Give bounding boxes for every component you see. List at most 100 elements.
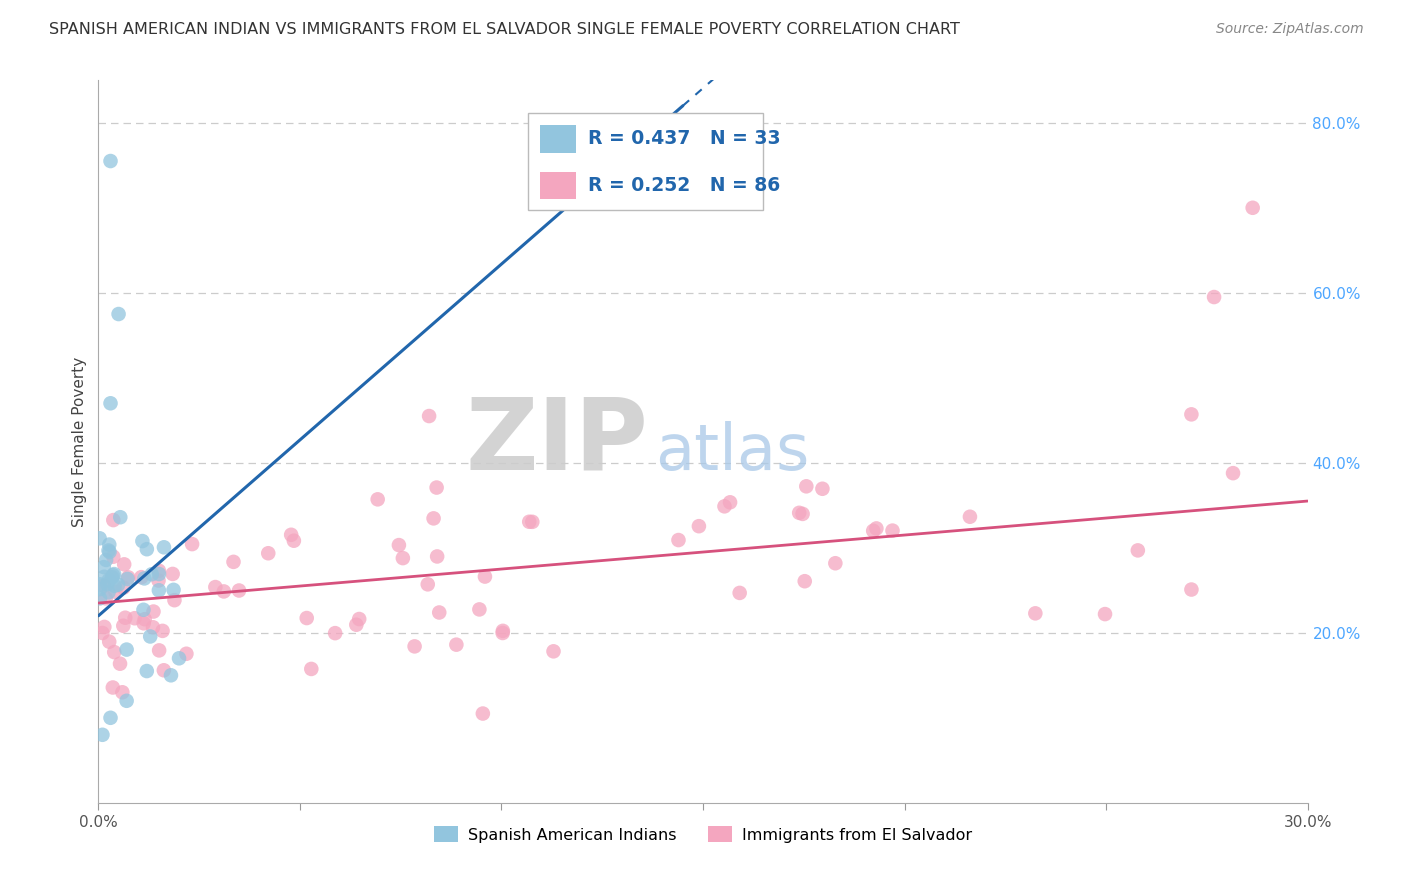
Immigrants from El Salvador [94,591,117,606]
Immigrants from El Salvador [668,533,690,547]
Spanish American Indians [96,577,118,591]
Immigrants from El Salvador [688,519,710,533]
Immigrants from El Salvador [228,583,250,598]
Immigrants from El Salvador [713,500,735,514]
Immigrants from El Salvador [426,481,449,495]
FancyBboxPatch shape [540,125,576,153]
Immigrants from El Salvador [426,549,449,564]
Immigrants from El Salvador [1094,607,1116,621]
Immigrants from El Salvador [108,657,131,671]
Immigrants from El Salvador [422,511,444,525]
Immigrants from El Salvador [404,640,426,654]
Immigrants from El Salvador [474,569,496,583]
Immigrants from El Salvador [492,626,515,640]
Y-axis label: Single Female Poverty: Single Female Poverty [72,357,87,526]
Spanish American Indians [98,545,121,559]
Immigrants from El Salvador [427,606,450,620]
Immigrants from El Salvador [153,663,176,677]
Spanish American Indians [93,570,115,584]
Spanish American Indians [162,582,184,597]
Spanish American Indians [89,591,111,606]
Immigrants from El Salvador [824,556,846,570]
Immigrants from El Salvador [142,620,165,634]
Legend: Spanish American Indians, Immigrants from El Salvador: Spanish American Indians, Immigrants fro… [427,820,979,849]
Spanish American Indians [160,668,183,682]
Immigrants from El Salvador [163,593,186,607]
Immigrants from El Salvador [176,647,198,661]
Immigrants from El Salvador [543,644,565,658]
Spanish American Indians [97,573,120,587]
Spanish American Indians [94,553,117,567]
Immigrants from El Salvador [162,566,184,581]
Spanish American Indians [167,651,190,665]
Immigrants from El Salvador [388,538,411,552]
Spanish American Indians [148,583,170,598]
Text: SPANISH AMERICAN INDIAN VS IMMIGRANTS FROM EL SALVADOR SINGLE FEMALE POVERTY COR: SPANISH AMERICAN INDIAN VS IMMIGRANTS FR… [49,22,960,37]
Spanish American Indians [139,630,162,644]
Spanish American Indians [107,577,129,591]
Spanish American Indians [89,582,111,596]
FancyBboxPatch shape [527,112,763,211]
Immigrants from El Salvador [98,634,121,648]
Immigrants from El Salvador [212,584,235,599]
Immigrants from El Salvador [1222,466,1244,480]
Immigrants from El Salvador [811,482,834,496]
Immigrants from El Salvador [101,681,124,695]
Immigrants from El Salvador [112,558,135,572]
Spanish American Indians [100,396,122,410]
Spanish American Indians [135,664,157,678]
Spanish American Indians [148,567,170,582]
Immigrants from El Salvador [152,624,174,638]
Immigrants from El Salvador [103,513,125,527]
Spanish American Indians [101,570,124,584]
Immigrants from El Salvador [517,515,540,529]
Immigrants from El Salvador [793,574,815,589]
Immigrants from El Salvador [114,611,136,625]
Immigrants from El Salvador [204,580,226,594]
Immigrants from El Salvador [1126,543,1149,558]
Immigrants from El Salvador [323,626,346,640]
Immigrants from El Salvador [257,546,280,560]
Immigrants from El Salvador [522,515,544,529]
Immigrants from El Salvador [103,549,125,564]
Spanish American Indians [93,560,115,574]
Spanish American Indians [89,577,111,591]
Spanish American Indians [100,711,122,725]
Text: atlas: atlas [655,421,808,483]
Immigrants from El Salvador [959,509,981,524]
Immigrants from El Salvador [134,612,156,626]
Immigrants from El Salvador [882,524,904,538]
Spanish American Indians [135,542,157,557]
Immigrants from El Salvador [103,645,125,659]
Spanish American Indians [117,572,139,586]
Immigrants from El Salvador [1180,408,1202,422]
Immigrants from El Salvador [416,577,439,591]
Immigrants from El Salvador [728,586,751,600]
Spanish American Indians [98,538,121,552]
Spanish American Indians [101,568,124,582]
Immigrants from El Salvador [283,533,305,548]
Spanish American Indians [104,579,127,593]
Text: R = 0.437   N = 33: R = 0.437 N = 33 [588,129,780,148]
Immigrants from El Salvador [112,619,135,633]
Spanish American Indians [97,585,120,599]
Text: ZIP: ZIP [465,393,648,490]
Immigrants from El Salvador [91,626,114,640]
Spanish American Indians [141,567,163,582]
Immigrants from El Salvador [132,616,155,631]
Spanish American Indians [134,571,156,585]
Immigrants from El Salvador [344,617,367,632]
Immigrants from El Salvador [418,409,440,423]
Immigrants from El Salvador [299,662,322,676]
Immigrants from El Salvador [111,685,134,699]
Text: Source: ZipAtlas.com: Source: ZipAtlas.com [1216,22,1364,37]
Immigrants from El Salvador [446,638,468,652]
Spanish American Indians [91,728,114,742]
Spanish American Indians [103,567,125,582]
Immigrants from El Salvador [392,551,415,566]
Immigrants from El Salvador [367,492,389,507]
FancyBboxPatch shape [540,172,576,200]
Immigrants from El Salvador [148,574,170,588]
Immigrants from El Salvador [131,570,153,584]
Immigrants from El Salvador [104,584,127,599]
